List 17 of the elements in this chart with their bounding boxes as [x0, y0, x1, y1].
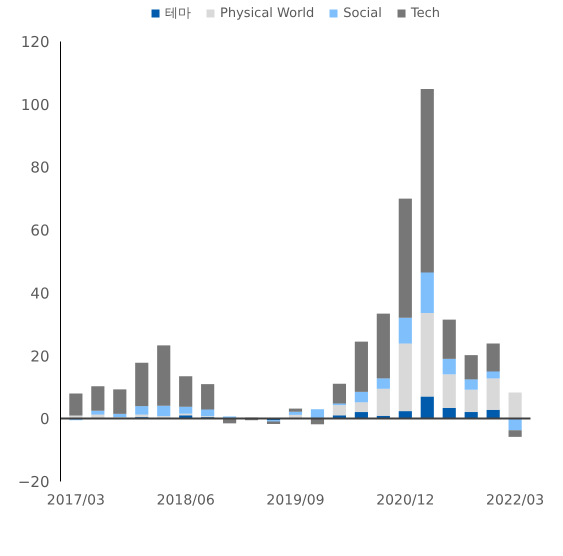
y-tick-label: −20 [18, 473, 50, 491]
x-tick-label: 2022/03 [486, 492, 544, 508]
y-tick-label: 80 [30, 158, 50, 177]
x-tick-label: 2019/09 [266, 492, 325, 508]
y-tick-label: 20 [30, 347, 50, 366]
x-tick-label: 2017/03 [46, 492, 105, 508]
legend-label: 테마 [165, 5, 192, 22]
legend-label: Social [343, 6, 382, 20]
x-tick-label: 2018/06 [156, 492, 215, 508]
x-tick-label: 2020/12 [376, 492, 434, 508]
y-tick-label: 40 [30, 284, 50, 302]
y-tick-label: 60 [30, 222, 50, 240]
y-tick-label: 100 [20, 96, 50, 114]
y-tick-label: 0 [40, 410, 50, 428]
y-tick-label: 120 [20, 33, 50, 51]
legend-label: Tech [410, 6, 440, 20]
legend-label: Physical World [220, 6, 314, 20]
